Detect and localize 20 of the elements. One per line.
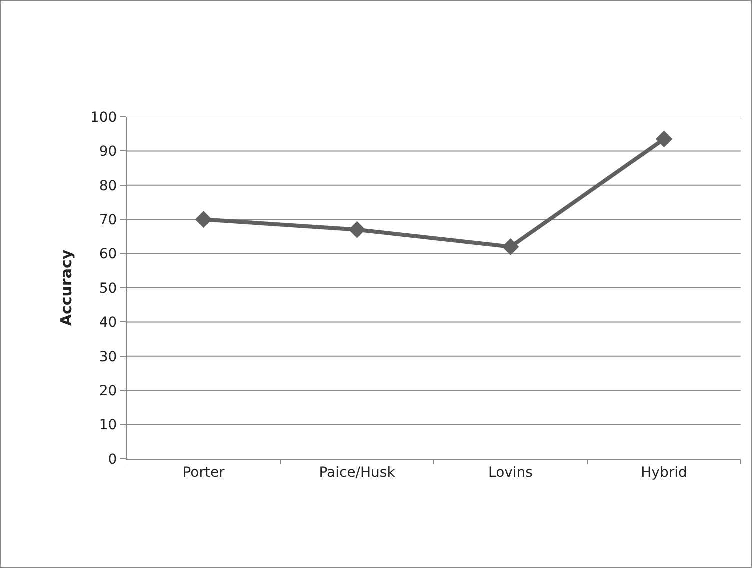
- y-tick-label: 70: [99, 212, 118, 228]
- x-tick-label: Lovins: [488, 464, 533, 481]
- y-axis-title: Accuracy: [58, 250, 76, 326]
- x-tick-label: Paice/Husk: [319, 464, 396, 481]
- x-tick-label: Porter: [182, 464, 226, 481]
- y-tick-label: 20: [99, 384, 118, 400]
- point: [656, 130, 673, 148]
- y-tick-label: 10: [99, 418, 118, 434]
- x-tick-label: Hybrid: [641, 464, 688, 481]
- y-tick-label: 50: [99, 280, 118, 297]
- point: [348, 221, 366, 238]
- y-tick-label: 30: [99, 349, 118, 366]
- y-tick-label: 100: [90, 110, 118, 126]
- y-tick-label: 90: [99, 144, 118, 160]
- y-tick-label: 80: [99, 178, 118, 194]
- y-tick-label: 40: [99, 315, 118, 332]
- point: [502, 238, 520, 256]
- y-tick-label: 60: [99, 246, 118, 263]
- y-tick-label: 0: [108, 452, 118, 468]
- point: [195, 211, 212, 228]
